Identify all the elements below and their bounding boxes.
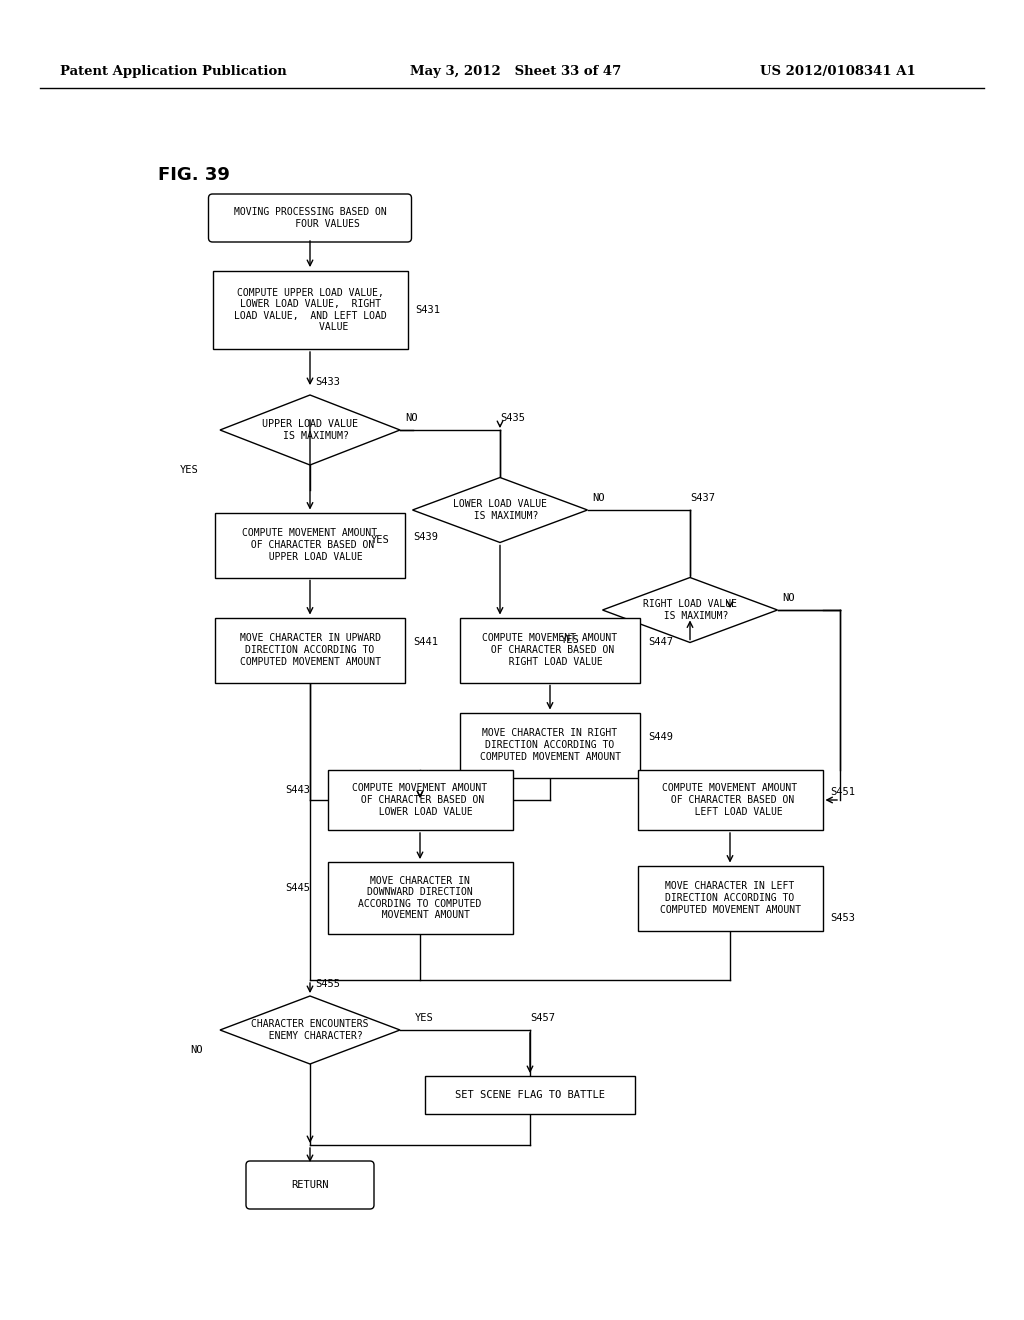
- FancyBboxPatch shape: [209, 194, 412, 242]
- Text: LOWER LOAD VALUE
  IS MAXIMUM?: LOWER LOAD VALUE IS MAXIMUM?: [453, 499, 547, 521]
- Text: S451: S451: [830, 787, 855, 797]
- Bar: [638, 866, 822, 931]
- Text: YES: YES: [415, 1012, 434, 1023]
- Text: S433: S433: [315, 378, 340, 387]
- Text: YES: YES: [371, 535, 389, 545]
- Bar: [213, 271, 408, 348]
- Text: CHARACTER ENCOUNTERS
  ENEMY CHARACTER?: CHARACTER ENCOUNTERS ENEMY CHARACTER?: [251, 1019, 369, 1040]
- Text: MOVE CHARACTER IN RIGHT
DIRECTION ACCORDING TO
COMPUTED MOVEMENT AMOUNT: MOVE CHARACTER IN RIGHT DIRECTION ACCORD…: [479, 729, 621, 762]
- Text: S439: S439: [413, 532, 438, 543]
- Text: S455: S455: [315, 979, 340, 989]
- Text: SET SCENE FLAG TO BATTLE: SET SCENE FLAG TO BATTLE: [455, 1090, 605, 1100]
- Bar: [328, 862, 512, 935]
- Text: FIG. 39: FIG. 39: [158, 166, 229, 183]
- Text: S441: S441: [413, 638, 438, 647]
- Text: COMPUTE UPPER LOAD VALUE,
LOWER LOAD VALUE,  RIGHT
LOAD VALUE,  AND LEFT LOAD
  : COMPUTE UPPER LOAD VALUE, LOWER LOAD VAL…: [233, 288, 386, 333]
- Text: MOVING PROCESSING BASED ON
      FOUR VALUES: MOVING PROCESSING BASED ON FOUR VALUES: [233, 207, 386, 228]
- FancyBboxPatch shape: [246, 1162, 374, 1209]
- Text: MOVE CHARACTER IN LEFT
DIRECTION ACCORDING TO
COMPUTED MOVEMENT AMOUNT: MOVE CHARACTER IN LEFT DIRECTION ACCORDI…: [659, 882, 801, 915]
- Text: RIGHT LOAD VALUE
  IS MAXIMUM?: RIGHT LOAD VALUE IS MAXIMUM?: [643, 599, 737, 620]
- Text: NO: NO: [406, 413, 418, 422]
- Text: COMPUTE MOVEMENT AMOUNT
 OF CHARACTER BASED ON
  RIGHT LOAD VALUE: COMPUTE MOVEMENT AMOUNT OF CHARACTER BAS…: [482, 634, 617, 667]
- Polygon shape: [602, 578, 777, 643]
- Text: S435: S435: [500, 413, 525, 422]
- Text: Patent Application Publication: Patent Application Publication: [60, 66, 287, 78]
- Text: UPPER LOAD VALUE
  IS MAXIMUM?: UPPER LOAD VALUE IS MAXIMUM?: [262, 420, 358, 441]
- Text: NO: NO: [593, 492, 605, 503]
- Text: US 2012/0108341 A1: US 2012/0108341 A1: [760, 66, 915, 78]
- Bar: [425, 1076, 635, 1114]
- Text: May 3, 2012   Sheet 33 of 47: May 3, 2012 Sheet 33 of 47: [410, 66, 622, 78]
- Text: S457: S457: [530, 1012, 555, 1023]
- Text: S443: S443: [286, 785, 310, 795]
- Text: COMPUTE MOVEMENT AMOUNT
 OF CHARACTER BASED ON
  UPPER LOAD VALUE: COMPUTE MOVEMENT AMOUNT OF CHARACTER BAS…: [243, 528, 378, 561]
- Text: S431: S431: [416, 305, 440, 315]
- Polygon shape: [220, 997, 400, 1064]
- Text: S453: S453: [830, 913, 855, 923]
- Text: YES: YES: [180, 465, 199, 475]
- Bar: [460, 713, 640, 777]
- Bar: [215, 618, 406, 682]
- Polygon shape: [220, 395, 400, 465]
- Text: S445: S445: [286, 883, 310, 894]
- Text: NO: NO: [190, 1045, 203, 1055]
- Bar: [328, 770, 512, 830]
- Bar: [460, 618, 640, 682]
- Text: RETURN: RETURN: [291, 1180, 329, 1191]
- Text: MOVE CHARACTER IN UPWARD
DIRECTION ACCORDING TO
COMPUTED MOVEMENT AMOUNT: MOVE CHARACTER IN UPWARD DIRECTION ACCOR…: [240, 634, 381, 667]
- Text: MOVE CHARACTER IN
DOWNWARD DIRECTION
ACCORDING TO COMPUTED
  MOVEMENT AMOUNT: MOVE CHARACTER IN DOWNWARD DIRECTION ACC…: [358, 875, 481, 920]
- Text: COMPUTE MOVEMENT AMOUNT
 OF CHARACTER BASED ON
   LEFT LOAD VALUE: COMPUTE MOVEMENT AMOUNT OF CHARACTER BAS…: [663, 783, 798, 817]
- Bar: [638, 770, 822, 830]
- Bar: [215, 512, 406, 578]
- Text: S437: S437: [690, 492, 715, 503]
- Text: COMPUTE MOVEMENT AMOUNT
 OF CHARACTER BASED ON
  LOWER LOAD VALUE: COMPUTE MOVEMENT AMOUNT OF CHARACTER BAS…: [352, 783, 487, 817]
- Text: S449: S449: [648, 733, 673, 742]
- Text: S447: S447: [648, 638, 673, 647]
- Text: YES: YES: [560, 635, 580, 645]
- Polygon shape: [413, 478, 588, 543]
- Text: NO: NO: [782, 593, 795, 603]
